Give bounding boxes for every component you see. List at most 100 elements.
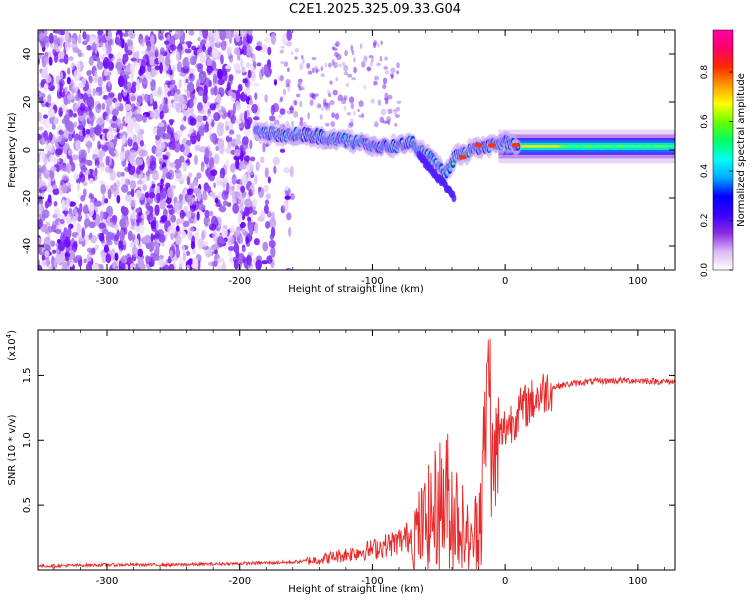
spectrogram-noise-cell: [99, 179, 103, 186]
spectrogram-noise-cell: [87, 70, 93, 75]
spectrogram-noise-cell: [130, 103, 136, 113]
spectrogram-noise-cell: [256, 62, 262, 67]
spectrogram-noise-cell: [45, 169, 49, 175]
spectrogram-noise-cell: [118, 239, 124, 252]
spectrogram-noise-cell: [131, 221, 138, 227]
spectrogram-noise-cell: [129, 263, 137, 269]
spectrogram-noise-cell: [279, 148, 286, 153]
spectrogram-noise-cell: [217, 257, 225, 263]
spectrogram-noise-cell: [214, 249, 218, 255]
spectrogram-speckle: [309, 99, 314, 106]
spectrogram-speckle: [290, 51, 294, 56]
spectrogram-speckle: [384, 56, 388, 61]
spectrogram-noise-cell: [128, 30, 136, 40]
spectrogram-carrier-core: [644, 145, 650, 148]
spectrogram-noise-cell: [123, 74, 130, 80]
spectrogram-noise-cell: [44, 200, 49, 209]
spectrogram-speckle: [320, 66, 324, 72]
spectrogram-speckle: [280, 45, 285, 49]
spectrogram-noise-cell: [98, 153, 103, 163]
spectrogram-noise-cell: [96, 57, 101, 62]
spectrogram-noise-cell: [183, 45, 188, 50]
spectrogram-noise-cell: [166, 204, 173, 209]
spectrogram-speckle: [343, 71, 349, 76]
spectrogram-noise-cell: [196, 211, 200, 221]
spectrogram-noise-cell: [114, 265, 119, 270]
spectrogram-noise-cell: [126, 49, 133, 56]
spectrogram-noise-cell: [149, 109, 157, 119]
spectrogram-noise-cell: [38, 154, 41, 163]
spectrogram-noise-cell: [211, 47, 219, 59]
spectrogram-speckle: [288, 107, 294, 111]
spectrogram-noise-cell: [220, 54, 224, 65]
spectrogram-noise-cell: [168, 30, 173, 33]
spectrogram-noise-cell: [108, 61, 115, 71]
snr-series-line: [38, 338, 675, 570]
spectrogram-noise-cell: [213, 112, 221, 122]
spectrogram-peak: [487, 143, 496, 148]
spectrogram-noise-cell: [272, 102, 280, 113]
spectrogram-noise-cell: [144, 34, 150, 44]
spectrogram-carrier-core: [671, 145, 675, 148]
spectrogram-noise-cell: [105, 231, 112, 244]
spectrogram-speckle: [366, 66, 372, 71]
spectrogram-x-tick-label: 100: [628, 276, 647, 287]
spectrogram-noise-cell: [38, 126, 44, 131]
spectrogram-carrier-core: [575, 145, 581, 148]
spectrogram-noise-cell: [231, 173, 237, 185]
spectrogram-noise-cell: [279, 108, 286, 115]
spectrogram-noise-cell: [105, 104, 110, 117]
spectrogram-noise-cell: [53, 117, 59, 125]
spectrogram-speckle: [370, 98, 375, 104]
spectrogram-noise-cell: [66, 67, 71, 75]
spectrogram-noise-cell: [241, 173, 248, 186]
spectrogram-noise-cell: [234, 149, 242, 157]
spectrogram-noise-cell: [203, 101, 209, 113]
spectrogram-speckle: [396, 62, 400, 69]
spectrogram-noise-cell: [160, 187, 167, 199]
spectrogram-noise-cell: [182, 103, 188, 110]
spectrogram-noise-cell: [169, 162, 176, 168]
spectrogram-noise-cell: [239, 235, 244, 244]
spectrogram-noise-cell: [201, 115, 208, 121]
spectrogram-noise-cell: [154, 65, 160, 71]
spectrogram-carrier-core: [588, 145, 594, 148]
spectrogram-speckle: [286, 67, 290, 72]
spectrogram-noise-cell: [243, 88, 251, 95]
spectrogram-noise-cell: [136, 95, 143, 104]
spectrogram-noise-cell: [169, 44, 177, 51]
spectrogram-noise-cell: [246, 104, 250, 109]
spectrogram-noise-cell: [210, 87, 215, 96]
spectrogram-noise-cell: [111, 214, 118, 223]
spectrogram-noise-cell: [129, 149, 137, 159]
spectrogram-noise-cell: [285, 41, 293, 47]
spectrogram-noise-cell: [135, 113, 143, 122]
spectrogram-noise-cell: [52, 249, 57, 254]
spectrogram-noise-cell: [135, 208, 141, 213]
spectrogram-noise-cell: [181, 230, 186, 239]
spectrogram-carrier-core: [546, 145, 552, 148]
spectrogram-carrier-core: [633, 145, 639, 148]
spectrogram-speckle: [299, 117, 304, 122]
spectrogram-y-tick-label: -40: [22, 238, 33, 254]
spectrogram-noise-cell: [170, 214, 177, 223]
spectrogram-noise-cell: [217, 122, 225, 129]
spectrogram-noise-cell: [185, 250, 191, 257]
spectrogram-noise-cell: [262, 241, 269, 252]
spectrogram-noise-cell: [115, 61, 123, 71]
spectrogram-noise-cell: [183, 115, 187, 122]
spectrogram-noise-cell: [114, 252, 119, 261]
spectrogram-noise-cell: [235, 133, 241, 141]
spectrogram-noise-cell: [166, 125, 172, 135]
spectrogram-noise-cell: [69, 56, 74, 62]
spectrogram-carrier-core: [663, 145, 669, 148]
spectrogram-noise-cell: [283, 167, 291, 174]
spectrogram-noise-cell: [66, 260, 70, 266]
spectrogram-noise-cell: [82, 181, 88, 187]
spectrogram-noise-cell: [144, 191, 150, 199]
spectrogram-noise-cell: [82, 40, 88, 46]
spectrogram-noise-cell: [38, 177, 42, 188]
spectrogram-noise-cell: [188, 30, 195, 36]
spectrogram-noise-cell: [255, 45, 263, 51]
spectrogram-noise-cell: [38, 218, 44, 228]
